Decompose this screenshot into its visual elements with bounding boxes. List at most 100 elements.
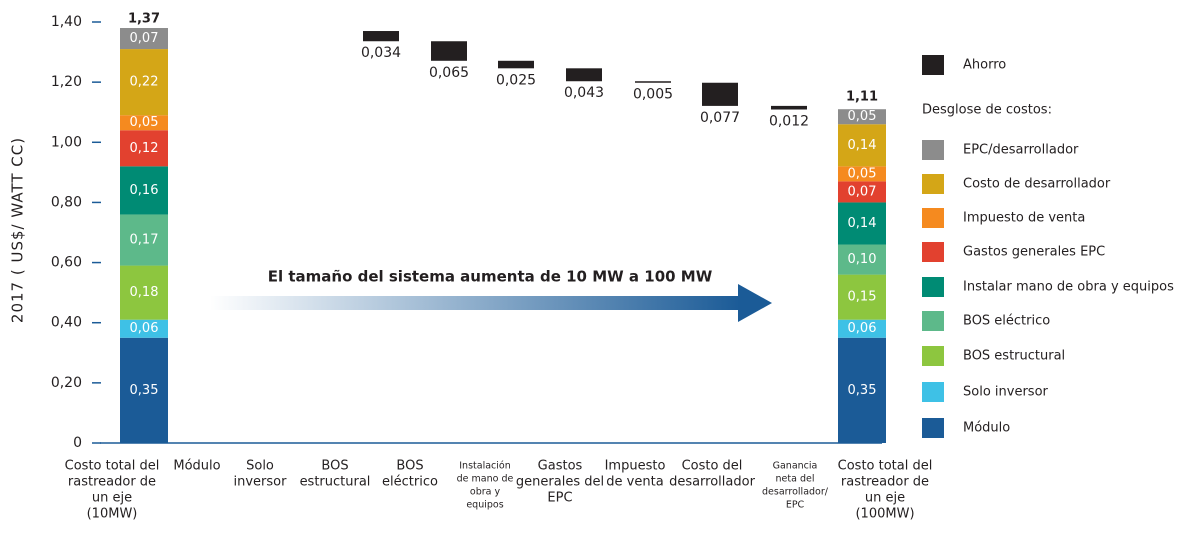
segment-label: 0,07 — [848, 184, 877, 199]
x-tick-label: Ganancia — [773, 461, 818, 472]
segment-label: 0,07 — [130, 31, 159, 46]
legend-swatch — [922, 55, 944, 75]
legend-swatch — [922, 382, 944, 402]
x-tick-label: Módulo — [173, 459, 220, 474]
stack-segment — [120, 28, 168, 50]
segment-label: 0,10 — [848, 252, 877, 267]
stack-segment — [838, 166, 886, 182]
segment-label: 0,06 — [130, 321, 159, 336]
legend-swatch — [922, 140, 944, 160]
x-tick-label: un eje — [865, 491, 905, 506]
stack-segment — [120, 265, 168, 320]
x-tick-label: eléctrico — [382, 475, 438, 490]
x-tick-label: Costo total del — [838, 459, 933, 474]
y-tick-label: 0,20 — [51, 375, 82, 391]
segment-label: 0,17 — [130, 233, 159, 248]
y-tick-label: 1,20 — [51, 74, 82, 90]
saving-bar — [635, 81, 671, 83]
x-tick-label: EPC — [786, 500, 805, 511]
legend-label: Instalar mano de obra y equipos — [963, 280, 1174, 295]
total-label: 1,11 — [846, 90, 878, 105]
x-tick-label: Gastos — [538, 459, 583, 474]
x-tick-label: desarrollador — [669, 475, 756, 490]
saving-label: 0,012 — [769, 114, 809, 130]
legend-subtitle: Desglose de costos: — [922, 103, 1052, 118]
segment-label: 0,05 — [848, 109, 877, 124]
x-tick-label: (10MW) — [87, 507, 138, 522]
segment-label: 0,05 — [848, 166, 877, 181]
segment-label: 0,05 — [130, 115, 159, 130]
y-axis-label: 2017 ( US$/ WATT CC) — [9, 137, 27, 323]
legend-label: Módulo — [963, 421, 1010, 436]
saving-bar — [566, 68, 602, 82]
saving-label: 0,065 — [429, 65, 469, 81]
saving-bar — [498, 60, 534, 69]
segment-label: 0,14 — [848, 138, 877, 153]
x-tick-label: (100MW) — [855, 507, 914, 522]
y-tick-label: 1,40 — [51, 14, 82, 30]
legend-label: Costo de desarrollador — [963, 177, 1111, 192]
x-tick-label: un eje — [92, 491, 132, 506]
legend-swatch — [922, 277, 944, 297]
segment-label: 0,16 — [130, 183, 159, 198]
stack-segment — [838, 337, 886, 443]
stack-segment — [838, 244, 886, 275]
legend-swatch — [922, 418, 944, 438]
y-tick-label: 0,60 — [51, 255, 82, 271]
x-tick-label: rastreador de — [68, 475, 156, 490]
legend-swatch — [922, 174, 944, 194]
legend-label: Impuesto de venta — [963, 211, 1085, 226]
arrow-shaft — [210, 296, 740, 310]
saving-bar — [702, 82, 738, 106]
segment-label: 0,12 — [130, 141, 159, 156]
x-tick-label: estructural — [300, 475, 371, 490]
x-tick-label: de mano de — [457, 474, 514, 485]
saving-label: 0,005 — [633, 87, 673, 103]
stack-segment — [120, 130, 168, 167]
saving-label: 0,043 — [564, 85, 604, 101]
segment-label: 0,06 — [848, 321, 877, 336]
stack-segment — [838, 109, 886, 125]
stack-segment — [120, 214, 168, 266]
legend-label: Solo inversor — [963, 385, 1049, 400]
legend-swatch — [922, 311, 944, 331]
y-tick-label: 0,40 — [51, 315, 82, 331]
x-tick-label: neta del — [776, 474, 815, 485]
stack-segment — [838, 319, 886, 338]
x-tick-label: inversor — [234, 475, 288, 490]
stack-segment — [120, 319, 168, 338]
stack-segment — [838, 274, 886, 320]
saving-bar — [363, 31, 399, 42]
x-tick-label: EPC — [547, 491, 572, 506]
saving-bar — [771, 105, 807, 110]
arrow-head — [738, 284, 772, 322]
legend-label: EPC/desarrollador — [963, 143, 1079, 158]
legend-label: Gastos generales EPC — [963, 245, 1105, 260]
stack-segment — [120, 49, 168, 116]
legend-label: BOS estructural — [963, 349, 1065, 364]
x-tick-label: BOS — [396, 459, 423, 474]
x-tick-label: Costo total del — [65, 459, 160, 474]
stack-segment — [120, 115, 168, 131]
saving-bar — [431, 41, 467, 61]
segment-label: 0,35 — [848, 383, 877, 398]
saving-label: 0,077 — [700, 110, 740, 126]
stack-segment — [120, 337, 168, 443]
total-label: 1,37 — [128, 12, 160, 27]
y-tick-label: 0 — [73, 435, 82, 451]
stack-segment — [838, 202, 886, 245]
saving-label: 0,025 — [496, 72, 536, 88]
y-tick-label: 1,00 — [51, 134, 82, 150]
legend-label: Ahorro — [963, 58, 1006, 73]
segment-label: 0,14 — [848, 216, 877, 231]
legend-label: BOS eléctrico — [963, 314, 1050, 329]
saving-label: 0,034 — [361, 45, 401, 61]
x-tick-label: desarrollador/ — [762, 487, 829, 498]
x-tick-label: Instalación — [459, 461, 510, 472]
legend-swatch — [922, 242, 944, 262]
x-tick-label: Costo del — [682, 459, 743, 474]
legend-swatch — [922, 346, 944, 366]
stack-segment — [838, 124, 886, 167]
x-tick-label: Impuesto — [605, 459, 666, 474]
